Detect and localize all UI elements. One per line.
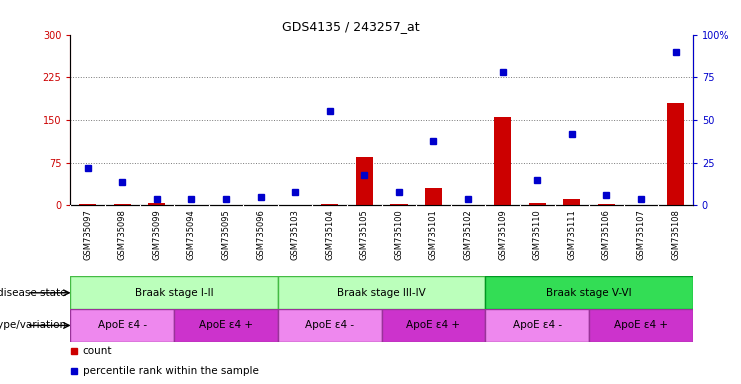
Text: GSM735095: GSM735095 (222, 209, 230, 260)
Text: GSM735107: GSM735107 (637, 209, 645, 260)
Text: ApoE ε4 -: ApoE ε4 - (305, 320, 354, 331)
Bar (70, 276, 278, 309)
Bar (494, 117, 511, 205)
Text: ApoE ε4 +: ApoE ε4 + (199, 320, 253, 331)
Text: GSM735098: GSM735098 (118, 209, 127, 260)
Text: GSM735111: GSM735111 (568, 209, 576, 260)
Text: ApoE ε4 -: ApoE ε4 - (513, 320, 562, 331)
Text: GSM735103: GSM735103 (290, 209, 299, 260)
Title: GDS4135 / 243257_at: GDS4135 / 243257_at (282, 20, 419, 33)
Bar (148, 203, 165, 205)
Text: Braak stage I-II: Braak stage I-II (135, 288, 213, 298)
Bar (321, 204, 339, 205)
Bar (382, 309, 485, 342)
Bar (667, 103, 684, 205)
Text: ApoE ε4 -: ApoE ε4 - (98, 320, 147, 331)
Bar (485, 309, 589, 342)
Bar (356, 157, 373, 205)
Bar (391, 204, 408, 205)
Text: GSM735105: GSM735105 (360, 209, 369, 260)
Bar (425, 189, 442, 205)
Bar (278, 276, 485, 309)
Text: GSM735096: GSM735096 (256, 209, 265, 260)
Bar (174, 309, 278, 342)
Bar (598, 204, 615, 205)
Text: GSM735100: GSM735100 (394, 209, 403, 260)
Text: GSM735110: GSM735110 (533, 209, 542, 260)
Text: ApoE ε4 +: ApoE ε4 + (407, 320, 460, 331)
Text: GSM735106: GSM735106 (602, 209, 611, 260)
Text: GSM735108: GSM735108 (671, 209, 680, 260)
Text: disease state: disease state (0, 288, 67, 298)
Bar (113, 204, 131, 205)
Bar (589, 309, 693, 342)
Text: GSM735102: GSM735102 (464, 209, 473, 260)
Text: Braak stage III-IV: Braak stage III-IV (337, 288, 426, 298)
Text: count: count (83, 346, 113, 356)
Text: GSM735101: GSM735101 (429, 209, 438, 260)
Text: Braak stage V-VI: Braak stage V-VI (546, 288, 632, 298)
Bar (79, 204, 96, 205)
Text: genotype/variation: genotype/variation (0, 320, 67, 331)
Text: GSM735104: GSM735104 (325, 209, 334, 260)
Text: GSM735094: GSM735094 (187, 209, 196, 260)
Text: GSM735097: GSM735097 (83, 209, 92, 260)
Bar (278, 309, 382, 342)
Text: ApoE ε4 +: ApoE ε4 + (614, 320, 668, 331)
Text: GSM735109: GSM735109 (498, 209, 507, 260)
Text: GSM735099: GSM735099 (153, 209, 162, 260)
Text: percentile rank within the sample: percentile rank within the sample (83, 366, 259, 376)
Bar (563, 199, 580, 205)
Bar (528, 203, 546, 205)
Bar (70, 309, 174, 342)
Bar (485, 276, 693, 309)
